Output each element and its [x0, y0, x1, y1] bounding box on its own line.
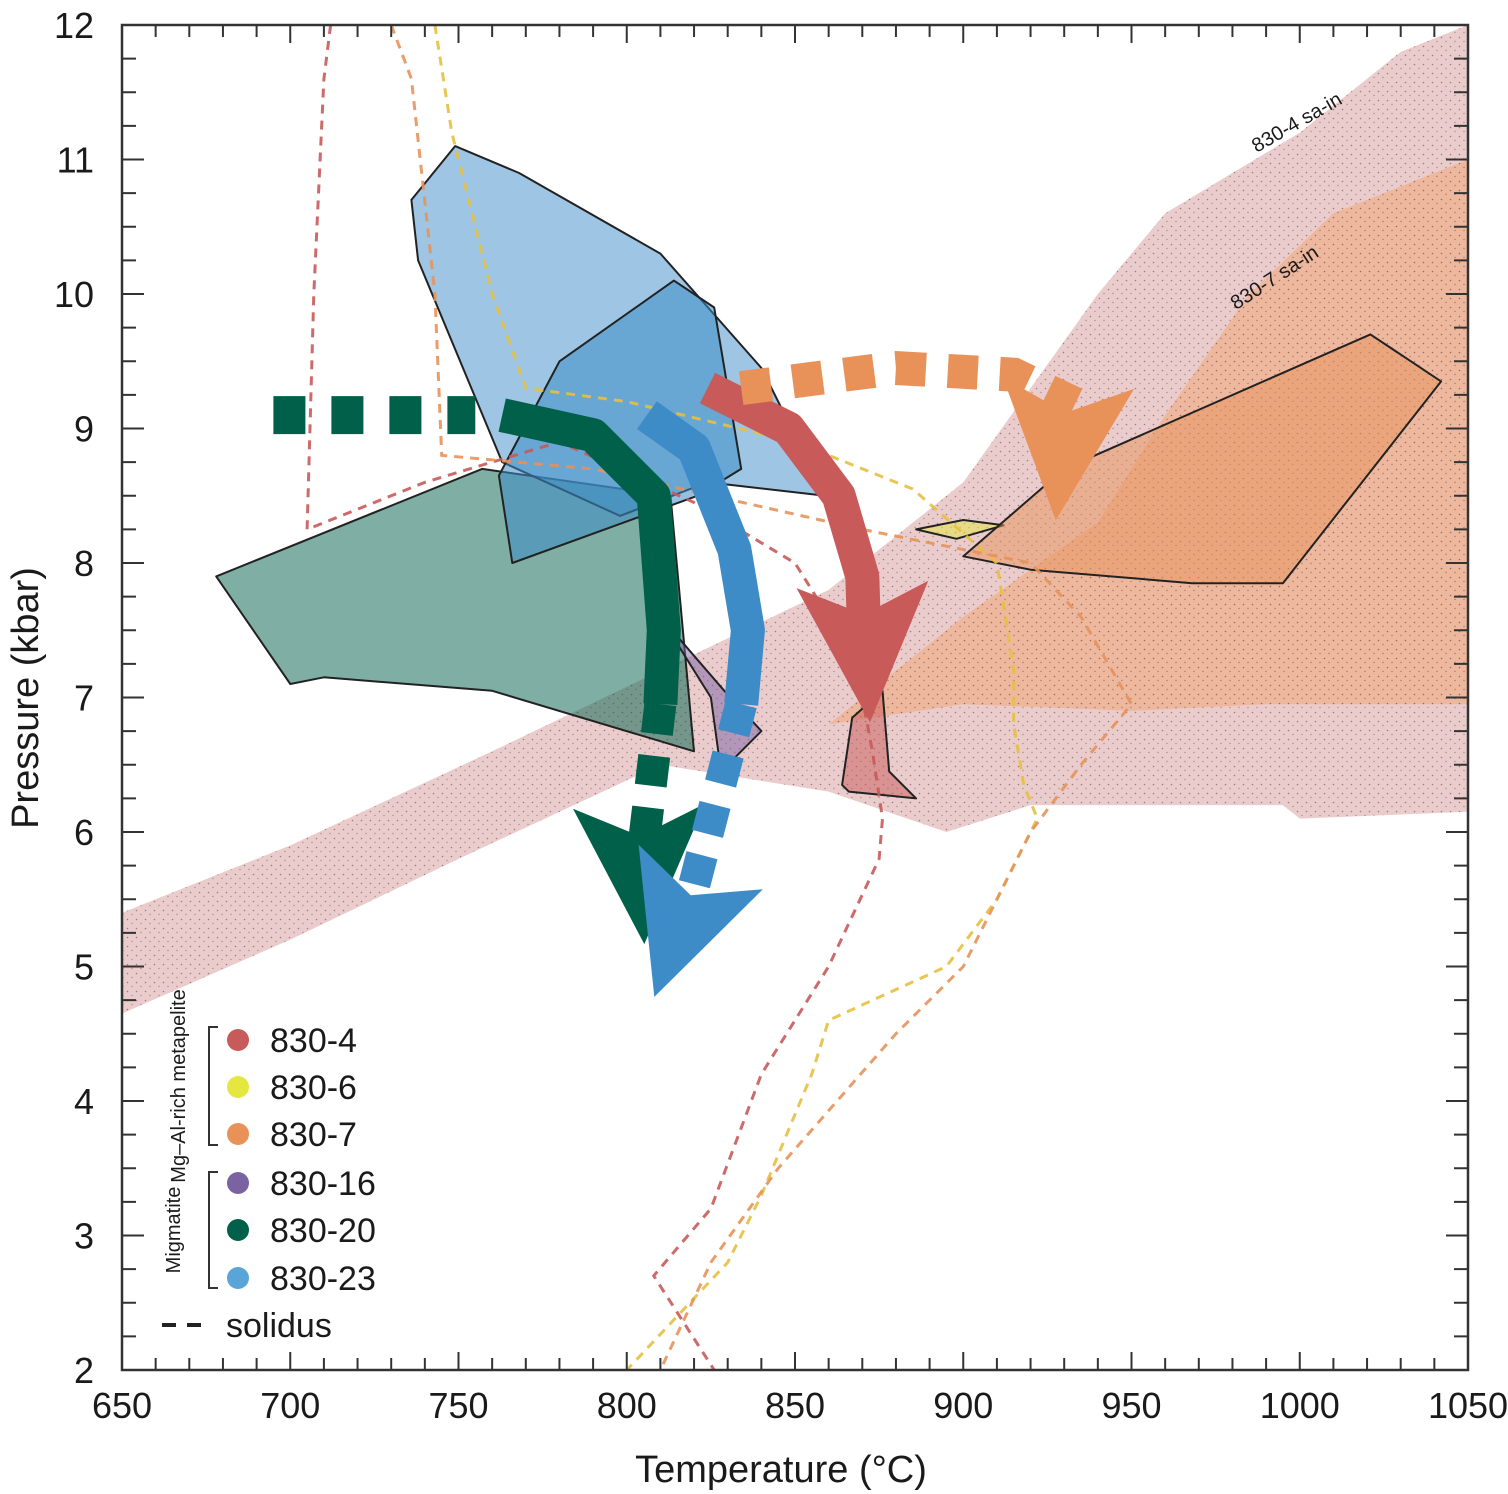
- x-axis-title: Temperature (°C): [635, 1449, 927, 1491]
- pt-fields-layer: [215, 145, 1443, 800]
- legend-label-830-20: 830-20: [270, 1212, 376, 1250]
- arrow-830-23-path-dashed-end: [678, 700, 757, 890]
- legend-marker-830-6: [227, 1076, 249, 1098]
- y-tick-label: 2: [74, 1350, 94, 1391]
- axis-ticks: [121, 24, 1469, 1371]
- legend-marker-830-23: [227, 1267, 249, 1289]
- y-tick-label: 3: [74, 1216, 94, 1257]
- legend-label-830-7: 830-7: [270, 1116, 357, 1154]
- legend-marker-830-20: [227, 1219, 249, 1241]
- legend-group-migmatite: Migmatite: [163, 1187, 185, 1274]
- x-tick-label: 650: [92, 1385, 152, 1426]
- y-tick-label: 7: [74, 678, 94, 719]
- legend-label-solidus: solidus: [226, 1307, 332, 1345]
- x-tick-label: 800: [597, 1385, 657, 1426]
- y-tick-label: 5: [74, 947, 94, 988]
- y-axis-title: Pressure (kbar): [5, 567, 47, 829]
- legend: Mg–Al-rich metapelite Migmatite 830-4 83…: [162, 989, 376, 1345]
- arrow-830-20-path-head: [573, 803, 705, 945]
- arrow-830-23-path-solid: [637, 401, 765, 706]
- legend-bracket-migmatite: [208, 1171, 218, 1289]
- band-stipple-830-4-sa-in-field: [122, 25, 1468, 1014]
- arrow-830-20-path-solid: [498, 398, 681, 705]
- arrow-830-20-path-dashed-end: [627, 702, 677, 848]
- y-tick-label: 10: [54, 274, 94, 315]
- x-tick-label: 750: [428, 1385, 488, 1426]
- y-tick-label: 9: [74, 409, 94, 450]
- arrow-830-23-path-head: [638, 844, 763, 997]
- y-tick-label: 12: [54, 5, 94, 46]
- plot-area: [122, 25, 1468, 1370]
- legend-marker-830-7: [227, 1123, 249, 1145]
- x-tick-label: 1050: [1428, 1385, 1508, 1426]
- legend-label-830-16: 830-16: [270, 1165, 376, 1203]
- field-830-7: [962, 333, 1443, 585]
- legend-label-830-23: 830-23: [270, 1260, 376, 1298]
- x-tick-label: 700: [260, 1385, 320, 1426]
- legend-label-830-6: 830-6: [270, 1069, 357, 1107]
- legend-label-830-4: 830-4: [270, 1022, 357, 1060]
- legend-marker-830-4: [227, 1029, 249, 1051]
- x-tick-label: 900: [933, 1385, 993, 1426]
- solidus-830-7-solidus: [389, 25, 1134, 1370]
- arrow-830-4-path-head: [796, 580, 929, 723]
- x-tick-label: 850: [765, 1385, 825, 1426]
- legend-group-metapelite: Mg–Al-rich metapelite: [168, 989, 190, 1182]
- arrow-830-7-path-dashed: [739, 350, 1106, 431]
- stability-bands-layer: [122, 25, 1468, 1014]
- x-tick-label: 1000: [1260, 1385, 1340, 1426]
- arrows-layer: [273, 350, 1135, 997]
- y-tick-label: 4: [74, 1081, 94, 1122]
- arrow-830-4-path-solid: [699, 372, 883, 685]
- x-tick-label: 950: [1101, 1385, 1161, 1426]
- axis-tick-labels: 650 700 750 800 850 900 950 1000 1050 2 3 4 5 6 7 8 9 10 1…: [54, 5, 1508, 1426]
- arrow-830-7-path-head: [1002, 377, 1135, 521]
- y-tick-label: 8: [74, 543, 94, 584]
- solidus-830-6-solidus: [433, 25, 1039, 1370]
- legend-bracket-metapelite: [208, 1026, 218, 1146]
- legend-marker-830-16: [227, 1172, 249, 1194]
- band-stipple-830-7-sa-in-field: [828, 159, 1468, 725]
- y-tick-label: 6: [74, 812, 94, 853]
- y-tick-label: 11: [57, 140, 94, 181]
